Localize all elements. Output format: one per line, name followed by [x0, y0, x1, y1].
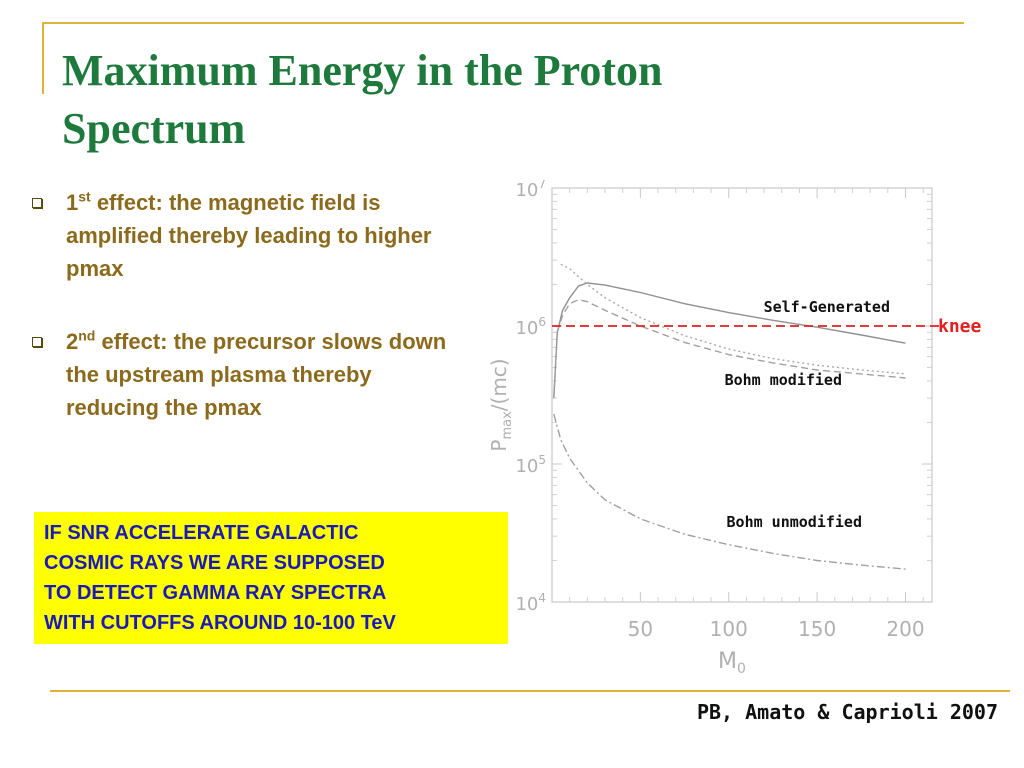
y-axis-title: Pmax/(mc): [487, 358, 515, 451]
x-tick-label: 150: [798, 617, 836, 641]
series-label: Bohm modified: [725, 371, 842, 389]
plot-frame: [551, 187, 933, 603]
pmax-chart: 104 105 106 107 50 100 150 200 M0 Pmax/(mc) Self-G…: [487, 180, 982, 677]
knee-label: knee: [938, 316, 982, 337]
y-tick-label: 106: [515, 315, 546, 339]
x-axis-title: M0: [718, 649, 746, 677]
left-rule: [42, 22, 44, 94]
callout-box: IF SNR ACCELERATE GALACTIC COSMIC RAYS W…: [34, 512, 508, 644]
bullet-ordinal: 1: [66, 190, 79, 215]
y-tick-label: 107: [515, 180, 546, 201]
bullet-text: effect: the precursor slows down the ups…: [66, 329, 447, 420]
bullet-item-1: 1st effect: the magnetic field is amplif…: [28, 186, 468, 285]
x-tick-label: 200: [886, 617, 924, 641]
y-tick-label: 105: [515, 453, 546, 477]
x-tick-label: 100: [710, 617, 748, 641]
y-tick-label: 104: [515, 591, 546, 615]
bullet-list: 1st effect: the magnetic field is amplif…: [28, 186, 468, 464]
bullet-text: effect: the magnetic field is amplified …: [66, 190, 432, 281]
top-rule: [42, 22, 964, 24]
series-label: Self-Generated: [764, 298, 890, 316]
x-tick-label: 50: [628, 617, 653, 641]
slide-title: Maximum Energy in the Proton Spectrum: [62, 46, 663, 153]
series-label: Bohm unmodified: [727, 513, 862, 531]
square-bullet-icon: [32, 337, 42, 347]
series-line: [553, 413, 906, 570]
bullet-ordinal-suffix: st: [78, 188, 91, 205]
citation: PB, Amato & Caprioli 2007: [696, 700, 998, 724]
square-bullet-icon: [32, 198, 42, 208]
series-line: [553, 298, 906, 399]
bullet-ordinal-suffix: nd: [78, 327, 96, 344]
series-line: [560, 263, 906, 375]
bullet-item-2: 2nd effect: the precursor slows down the…: [28, 325, 468, 424]
bottom-rule: [50, 690, 1010, 692]
bullet-ordinal: 2: [66, 329, 79, 354]
